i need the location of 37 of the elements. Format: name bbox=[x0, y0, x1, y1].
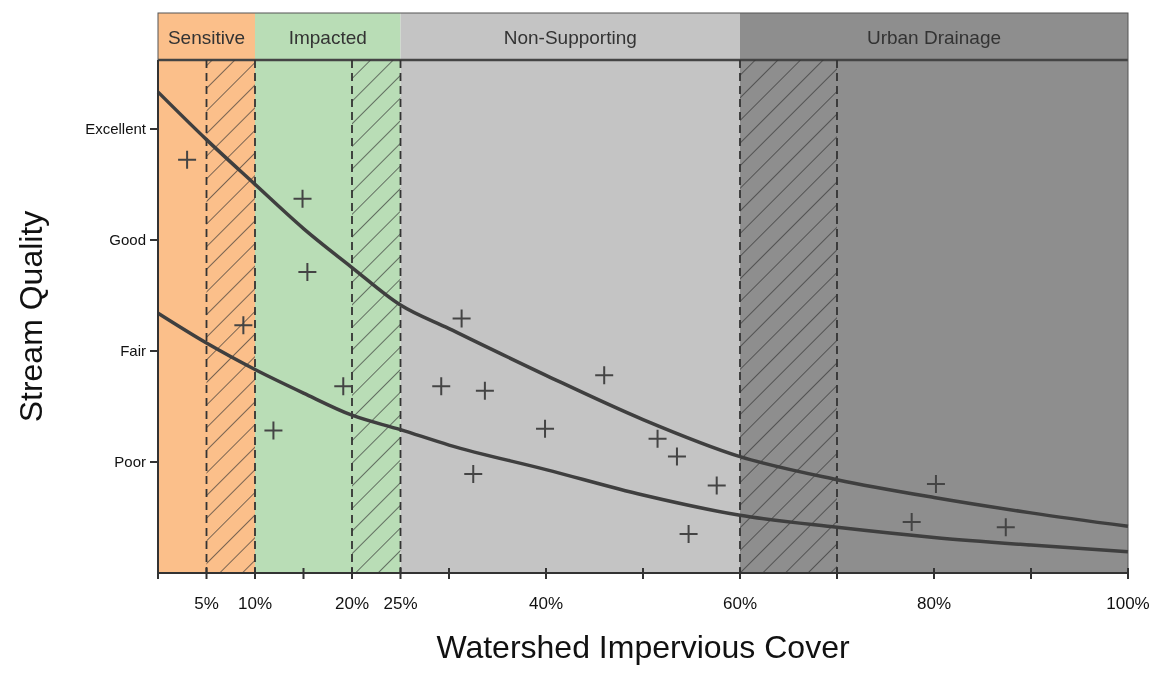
x-tick-label: 60% bbox=[722, 594, 758, 613]
x-axis-title: Watershed Impervious Cover bbox=[436, 629, 850, 665]
point bbox=[297, 261, 318, 282]
point bbox=[292, 188, 313, 209]
point bbox=[666, 446, 687, 467]
y-axis-title: Stream Quality bbox=[13, 210, 49, 423]
point bbox=[901, 512, 922, 533]
point bbox=[925, 474, 946, 495]
point bbox=[451, 308, 472, 329]
point bbox=[678, 524, 699, 545]
point bbox=[995, 517, 1016, 538]
x-tick-label: 25% bbox=[383, 594, 418, 613]
text: Fair bbox=[120, 342, 146, 360]
x-tick-label: 5% bbox=[194, 594, 219, 613]
text: Poor bbox=[114, 453, 146, 471]
point bbox=[706, 475, 727, 496]
x-tick-label: 10% bbox=[237, 594, 273, 613]
band-label: Non-Supporting bbox=[503, 26, 637, 48]
point bbox=[647, 428, 668, 449]
point bbox=[535, 418, 556, 439]
x-tick-label: 80% bbox=[916, 594, 952, 613]
text: Excellent bbox=[85, 120, 147, 138]
point bbox=[474, 380, 495, 401]
point bbox=[333, 376, 354, 397]
text: Good bbox=[109, 231, 146, 249]
point bbox=[431, 376, 452, 397]
point bbox=[594, 365, 615, 386]
point bbox=[263, 420, 284, 441]
band-label: Urban Drainage bbox=[866, 26, 1002, 48]
point bbox=[177, 149, 198, 170]
x-tick-label: 40% bbox=[528, 594, 564, 613]
point bbox=[463, 463, 484, 484]
x-tick-label: 20% bbox=[334, 594, 370, 613]
band-label: Sensitive bbox=[167, 26, 246, 48]
point bbox=[233, 315, 254, 336]
band-label: Impacted bbox=[288, 26, 367, 48]
x-tick-label: 100% bbox=[1106, 594, 1150, 613]
